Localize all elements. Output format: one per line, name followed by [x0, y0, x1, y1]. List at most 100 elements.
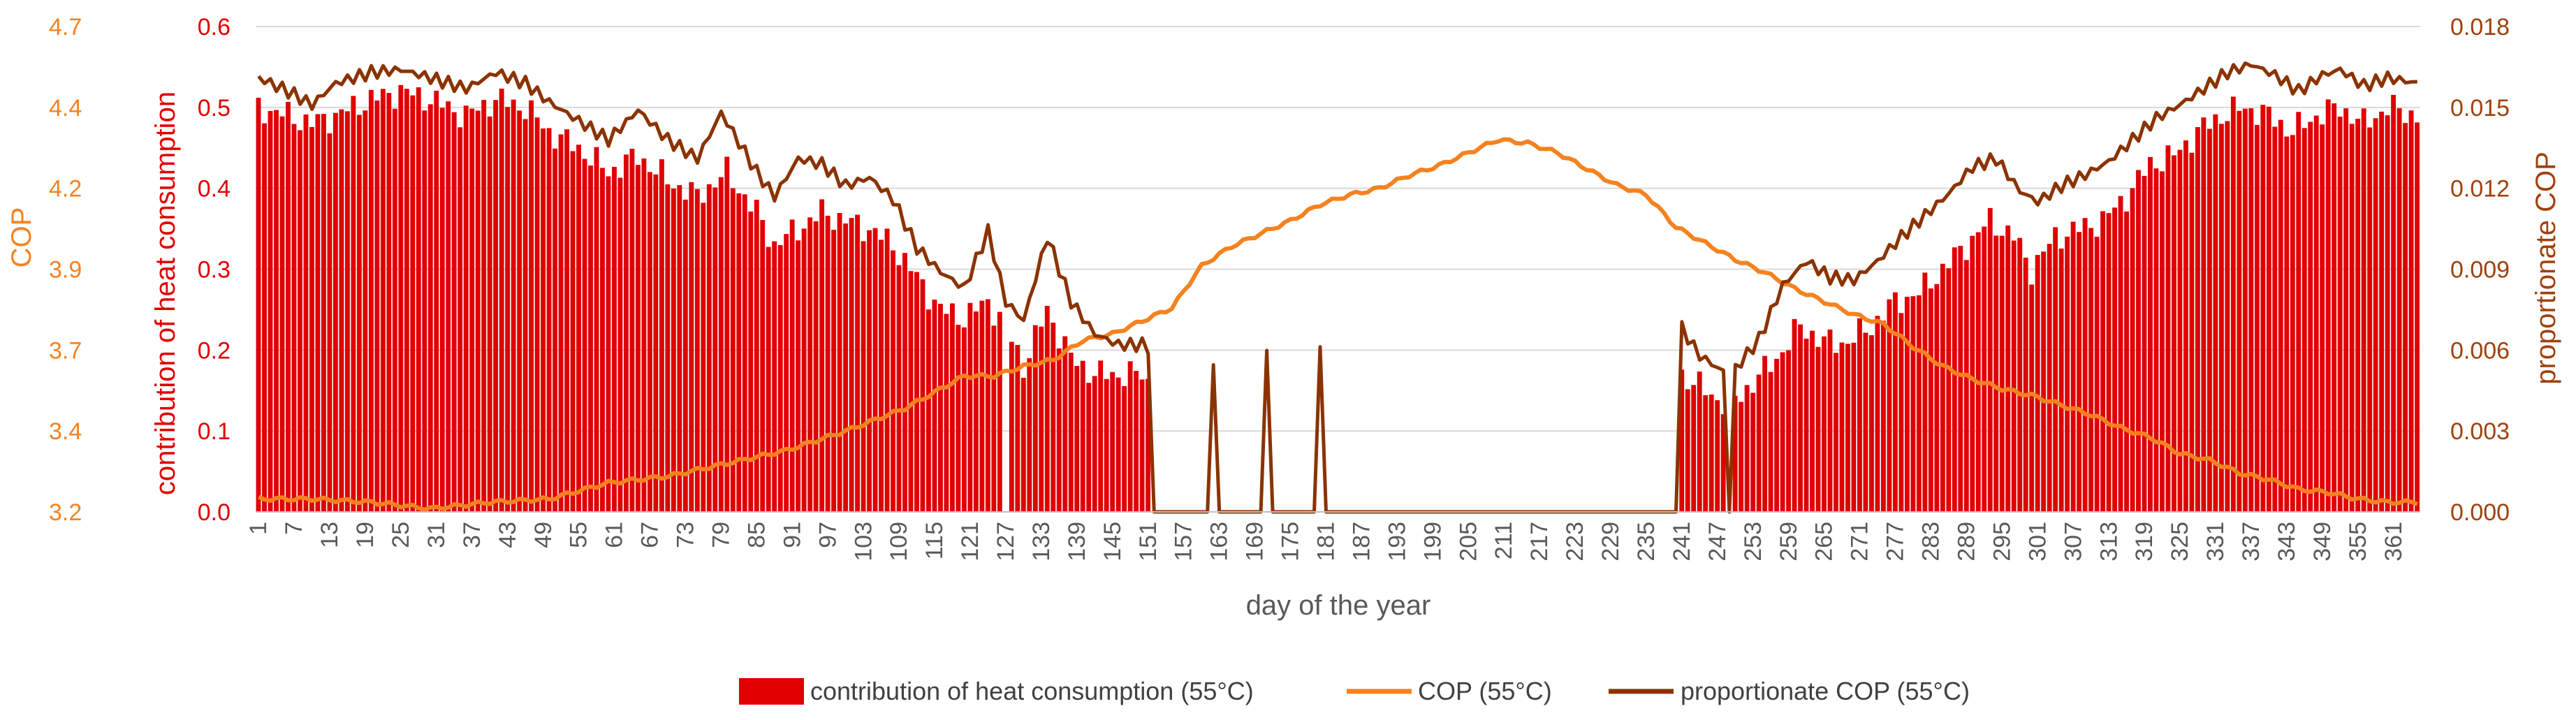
- y-tick-left-outer: 3.9: [49, 257, 82, 284]
- heat-bar: [671, 188, 676, 512]
- heat-bar: [926, 309, 931, 512]
- heat-bar: [600, 168, 605, 513]
- heat-bar: [949, 303, 955, 512]
- heat-bar: [416, 87, 421, 512]
- heat-bar: [2172, 155, 2176, 513]
- heat-bar: [2230, 96, 2236, 512]
- heat-bar: [872, 228, 878, 512]
- heat-bar: [1999, 235, 2005, 512]
- x-tick-label: 289: [1954, 522, 1980, 561]
- heat-bar: [825, 215, 830, 512]
- heat-bar: [1898, 313, 1904, 512]
- heat-bar: [1993, 235, 1999, 512]
- x-tick-label: 85: [743, 522, 770, 548]
- heat-bar: [789, 219, 795, 512]
- y-tick-left-inner: 0.5: [198, 95, 230, 122]
- heat-bar: [2396, 108, 2402, 513]
- heat-bar: [973, 311, 979, 512]
- heat-bar: [2266, 106, 2271, 513]
- heat-bar: [1868, 335, 1874, 512]
- heat-bar: [1982, 226, 1987, 512]
- x-tick-label: 193: [1384, 522, 1410, 561]
- heat-bar: [1127, 361, 1133, 512]
- heat-bar: [2349, 124, 2355, 513]
- heat-bar: [677, 185, 682, 512]
- x-tick-label: 163: [1206, 522, 1233, 561]
- heat-bar: [1810, 330, 1815, 512]
- x-tick-label: 265: [1811, 522, 1838, 561]
- heat-bar: [606, 176, 611, 513]
- heat-bar: [861, 241, 866, 512]
- x-tick-label: 319: [2131, 522, 2158, 561]
- x-tick-label: 133: [1028, 522, 1055, 561]
- heat-bar: [1122, 385, 1127, 512]
- heat-bar: [2047, 244, 2052, 512]
- heat-bar: [327, 133, 332, 513]
- heat-bar: [1685, 389, 1690, 512]
- y-tick-left-outer: 4.7: [49, 14, 82, 41]
- x-tick-label: 205: [1455, 522, 1481, 561]
- heat-bar: [2160, 171, 2165, 512]
- heat-bar: [1092, 376, 1097, 512]
- heat-bar: [2195, 127, 2200, 512]
- heat-bar: [363, 110, 368, 512]
- x-tick-label: 139: [1064, 522, 1090, 561]
- heat-bar: [1697, 372, 1702, 512]
- heat-bar: [1074, 365, 1080, 512]
- heat-bar: [2177, 149, 2183, 513]
- x-tick-label: 49: [530, 522, 557, 548]
- heat-bar: [529, 100, 534, 513]
- heat-bar: [2308, 122, 2313, 512]
- heat-bar: [546, 128, 552, 512]
- heat-bar: [1952, 247, 1957, 512]
- heat-bar: [487, 116, 492, 512]
- cop-line: [258, 137, 2418, 512]
- heat-bar: [908, 271, 914, 512]
- heat-bar: [427, 104, 433, 512]
- x-tick-label: 253: [1740, 522, 1766, 561]
- x-tick-label: 7: [281, 522, 307, 535]
- heat-bar: [368, 89, 374, 512]
- x-tick-label: 361: [2380, 522, 2407, 561]
- heat-bar: [2077, 232, 2082, 512]
- x-tick-label: 97: [814, 522, 841, 548]
- heat-bar: [766, 247, 771, 512]
- heat-bar: [612, 166, 617, 512]
- heat-bar: [2082, 218, 2088, 512]
- heat-bar: [1970, 235, 1975, 512]
- heat-bar: [855, 214, 861, 512]
- heat-bar: [1110, 372, 1115, 512]
- heat-bar: [1786, 350, 1792, 512]
- x-tick-label: 31: [423, 522, 450, 548]
- heat-bar: [2355, 119, 2361, 512]
- heat-bar: [1798, 324, 1803, 512]
- heat-bar: [1928, 288, 1933, 512]
- heat-bar: [517, 110, 522, 513]
- y-tick-right: 0.009: [2450, 257, 2510, 284]
- heat-bar: [1774, 358, 1780, 512]
- heat-bar: [1044, 306, 1050, 512]
- heat-bar: [985, 299, 990, 512]
- x-tick-label: 283: [1918, 522, 1945, 561]
- heat-bar: [891, 250, 895, 512]
- heat-bar: [2272, 126, 2278, 512]
- heat-bar: [742, 194, 747, 512]
- heat-bar: [1857, 318, 1862, 512]
- heat-bar: [1051, 323, 1056, 512]
- legend-label-cop: COP (55°C): [1418, 677, 1552, 705]
- x-axis-title: day of the year: [1246, 590, 1431, 621]
- heat-bar: [1934, 284, 1940, 512]
- heat-bar: [2065, 236, 2070, 512]
- heat-bar: [1803, 338, 1809, 512]
- x-tick-label: 307: [2060, 522, 2086, 561]
- heat-bar: [1056, 348, 1062, 512]
- heat-bar: [404, 89, 409, 513]
- heat-bar: [582, 159, 587, 512]
- heat-bar: [2118, 196, 2123, 512]
- heat-bar: [1715, 400, 1720, 512]
- heat-bar: [2290, 135, 2295, 512]
- heat-bar: [2124, 211, 2129, 512]
- y-axis-right-title: proportionate COP: [2531, 152, 2561, 385]
- heat-bar: [1792, 318, 1797, 512]
- x-tick-label: 25: [388, 522, 414, 548]
